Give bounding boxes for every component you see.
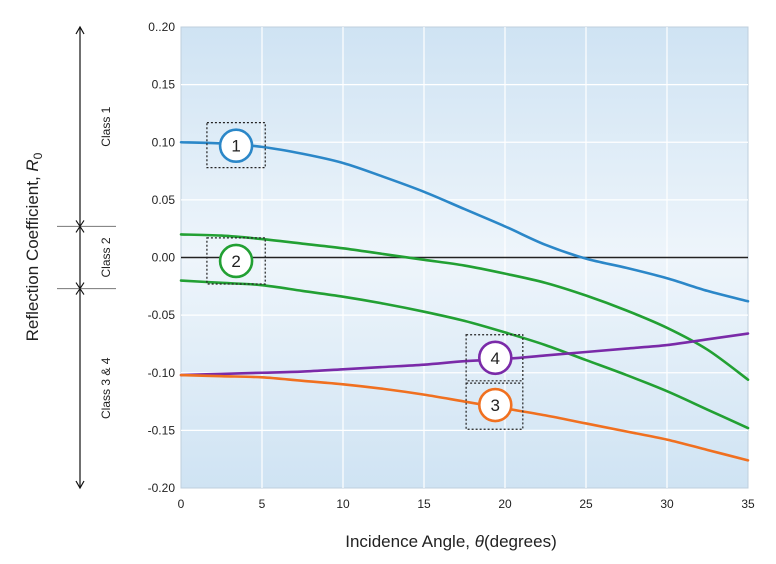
x-axis-title-prefix: Incidence Angle, [345, 532, 474, 551]
bracket-arrow-down [75, 225, 85, 233]
y-tick-label: 0.00 [152, 251, 176, 265]
y-tick-label: 0..20 [148, 20, 175, 34]
marker-box [465, 334, 524, 382]
class-bracket: Class 1 [75, 25, 113, 228]
marker-label: 4 [491, 349, 500, 368]
x-tick-label: 20 [498, 497, 512, 511]
marker-circle [218, 128, 254, 164]
curve-marker-4: 4 [465, 334, 524, 382]
series-line-class3 [179, 373, 750, 462]
series-line-class2_upper [179, 233, 750, 381]
bracket-arrow-down [75, 287, 85, 295]
x-tick-labels: 0 5 10 15 20 25 30 35 [178, 497, 755, 511]
curve-marker-1: 1 [206, 122, 266, 169]
marker-box [206, 122, 266, 169]
x-tick-label: 30 [660, 497, 674, 511]
class-brackets: Class 1 Class 2 Class 3 & 4 [57, 25, 116, 490]
y-axis-title-symbol: R [23, 159, 42, 171]
x-tick-label: 35 [741, 497, 755, 511]
curve-marker-3: 3 [465, 382, 524, 430]
bracket-arrow-bottom [75, 480, 85, 490]
marker-box [206, 237, 266, 285]
series-line-class4 [179, 332, 750, 377]
class-bracket: Class 2 [57, 225, 116, 290]
marker-label: 2 [231, 252, 240, 271]
x-tick-label: 15 [417, 497, 431, 511]
y-tick-label: -0.15 [148, 423, 176, 437]
curve-markers: 1 2 4 3 [206, 122, 524, 430]
x-tick-label: 25 [579, 497, 593, 511]
y-tick-label: 0.10 [152, 135, 176, 149]
marker-label: 3 [491, 396, 500, 415]
marker-circle [477, 387, 513, 423]
series-line-class2_lower [179, 279, 750, 430]
y-tick-label: 0.15 [152, 78, 176, 92]
class-label: Class 3 & 4 [99, 357, 113, 419]
x-axis-title-suffix: (degrees) [484, 532, 557, 551]
y-axis-title-subscript: 0 [31, 152, 45, 159]
series-lines [179, 140, 750, 462]
y-axis-title-prefix: Reflection Coefficient, [23, 172, 42, 342]
y-tick-label: -0.20 [148, 481, 176, 495]
y-tick-label: -0.10 [148, 366, 176, 380]
series-line-class1 [179, 140, 750, 303]
marker-label: 1 [231, 137, 240, 156]
marker-circle [477, 340, 513, 376]
y-axis-title: Reflection Coefficient, R0 [23, 152, 45, 341]
marker-box [465, 382, 524, 430]
x-tick-label: 10 [336, 497, 350, 511]
curve-marker-2: 2 [206, 237, 266, 285]
x-axis-title: Incidence Angle, θ(degrees) [345, 532, 556, 551]
x-axis-title-symbol: θ [475, 532, 485, 551]
y-tick-label: -0.05 [148, 308, 176, 322]
y-tick-label: 0.05 [152, 193, 176, 207]
y-tick-labels: 0..20 0.15 0.10 0.05 0.00 -0.05 -0.10 -0.15 -0.2… [148, 20, 176, 495]
x-tick-label: 0 [178, 497, 185, 511]
class-bracket: Class 3 & 4 [57, 287, 116, 490]
marker-circle [218, 243, 254, 279]
class-label: Class 2 [99, 237, 113, 277]
class-label: Class 1 [99, 106, 113, 146]
x-tick-label: 5 [259, 497, 266, 511]
